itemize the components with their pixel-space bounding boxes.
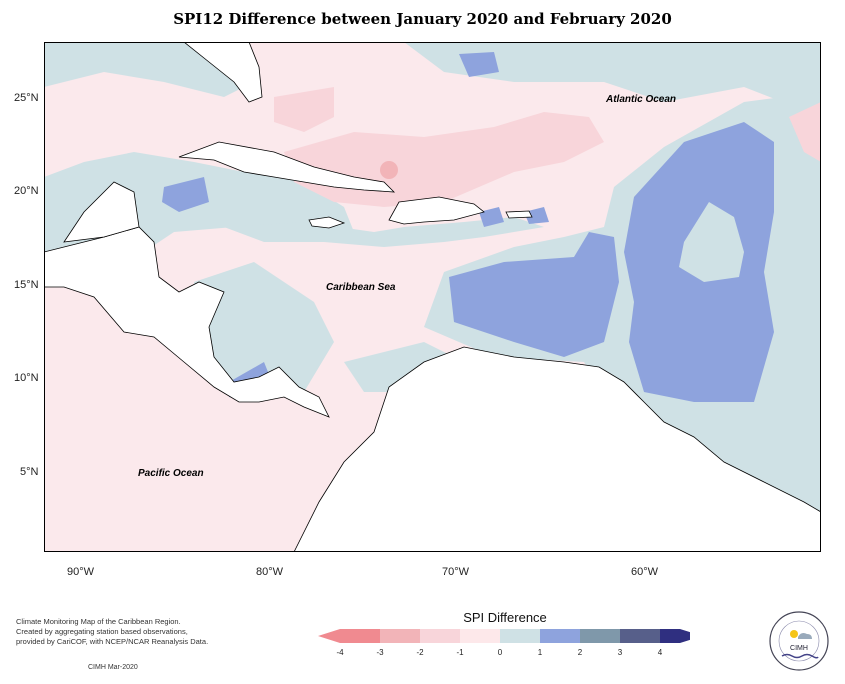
lon-tick-80w: 80°W xyxy=(256,566,284,578)
footnote-line-2: Created by aggregating station based obs… xyxy=(16,627,188,636)
legend-swatch xyxy=(420,629,460,643)
legend-swatch xyxy=(500,629,540,643)
logo-text: CIMH xyxy=(790,645,808,652)
lat-tick-5n: 5°N xyxy=(20,466,39,478)
legend-tick-label: -2 xyxy=(416,648,424,657)
credit-text: CIMH Mar-2020 xyxy=(88,664,138,671)
lat-tick-15n: 15°N xyxy=(14,279,39,291)
label-caribbean-sea: Caribbean Sea xyxy=(326,282,396,293)
footnote-line-1: Climate Monitoring Map of the Caribbean … xyxy=(16,617,181,626)
map-panel: Atlantic Ocean Caribbean Sea Pacific Oce… xyxy=(44,42,821,552)
legend-tick-label: 2 xyxy=(578,648,583,657)
footnote-line-3: provided by CariCOF, with NCEP/NCAR Rean… xyxy=(16,637,209,646)
legend-swatch xyxy=(620,629,660,643)
land-masses xyxy=(44,42,821,552)
legend-tick-label: 0 xyxy=(498,648,503,657)
label-pacific-ocean: Pacific Ocean xyxy=(138,468,204,479)
spi-field-atlantic-core xyxy=(679,202,744,282)
cimh-logo: CIMH xyxy=(769,611,829,671)
legend-swatch xyxy=(660,629,690,643)
label-atlantic-ocean: Atlantic Ocean xyxy=(605,94,676,105)
legend-tick-label: 4 xyxy=(658,648,663,657)
legend-swatch xyxy=(580,629,620,643)
legend-swatch xyxy=(460,629,500,643)
legend-tick-label: 3 xyxy=(618,648,623,657)
legend-swatch xyxy=(540,629,580,643)
footnote: Climate Monitoring Map of the Caribbean … xyxy=(16,617,236,647)
map-frame xyxy=(44,42,821,552)
spi-field-negative-spot xyxy=(380,161,398,179)
lon-tick-70w: 70°W xyxy=(442,566,470,578)
legend-tick-label: -4 xyxy=(336,648,344,657)
legend-colorbar: -4 -3 -2 -1 0 1 2 3 4 xyxy=(318,629,690,657)
legend-tick-label: -3 xyxy=(376,648,384,657)
map-title: SPI12 Difference between January 2020 an… xyxy=(173,10,672,28)
lon-tick-90w: 90°W xyxy=(67,566,95,578)
lat-tick-25n: 25°N xyxy=(14,92,39,104)
legend-tick-label: -1 xyxy=(456,648,464,657)
legend-tick-label: 1 xyxy=(538,648,543,657)
legend-swatch xyxy=(318,629,380,643)
legend-swatch xyxy=(380,629,420,643)
lat-tick-20n: 20°N xyxy=(14,185,39,197)
lat-tick-10n: 10°N xyxy=(14,372,39,384)
legend-title: SPI Difference xyxy=(463,610,547,625)
lon-tick-60w: 60°W xyxy=(631,566,659,578)
